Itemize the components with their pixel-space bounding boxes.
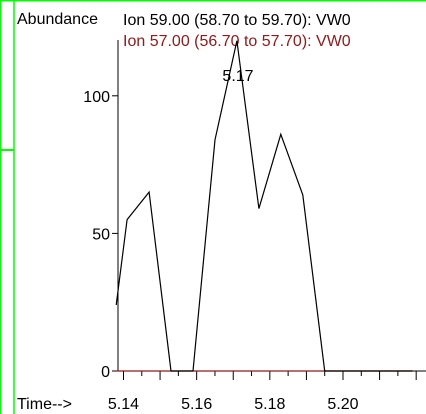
y-tick-label: 50	[92, 226, 110, 243]
y-axis-label: Abundance	[17, 11, 98, 28]
legend-entry-ion59: Ion 59.00 (58.70 to 59.70): VW0	[123, 12, 351, 29]
series-layer	[115, 40, 413, 372]
y-tick-label: 100	[83, 89, 110, 106]
x-tick-label: 5.18	[254, 396, 285, 413]
peak-label: 5.17	[222, 68, 253, 85]
x-axis-ticks: 5.14 5.16 5.18 5.20	[108, 371, 417, 413]
x-tick-label: 5.20	[327, 396, 358, 413]
x-tick-label: 5.16	[181, 396, 212, 413]
x-tick-label: 5.14	[108, 396, 139, 413]
x-axis-label: Time-->	[17, 396, 72, 413]
y-tick-label: 0	[101, 364, 110, 381]
y-axis-ticks: 0 50 100	[83, 89, 118, 381]
series-line-ion59	[115, 40, 413, 372]
